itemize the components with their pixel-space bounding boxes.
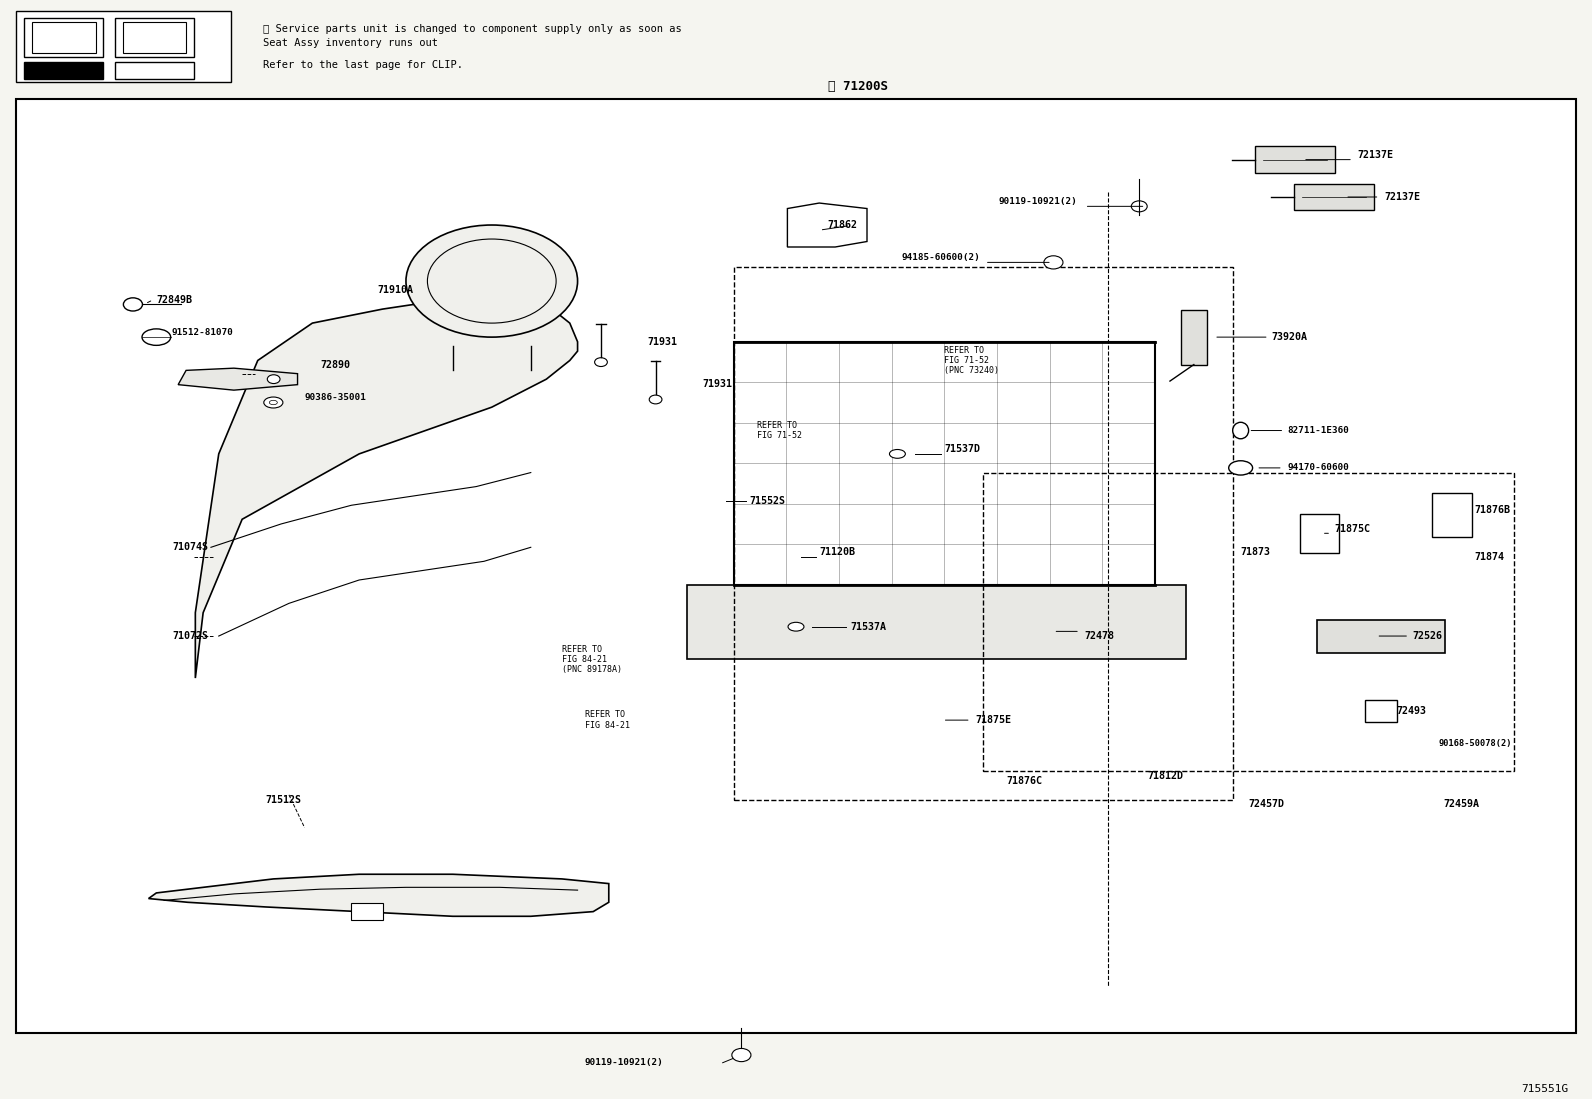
Text: 71931: 71931 bbox=[648, 336, 678, 347]
Text: 71876B: 71876B bbox=[1474, 504, 1511, 515]
Text: REFER TO
FIG 84-21
(PNC 89178A): REFER TO FIG 84-21 (PNC 89178A) bbox=[562, 644, 622, 675]
Text: 90168-50078(2): 90168-50078(2) bbox=[1439, 739, 1512, 748]
Text: 72459A: 72459A bbox=[1444, 799, 1479, 809]
Text: 72493: 72493 bbox=[1396, 706, 1426, 715]
Bar bbox=[1256, 146, 1336, 173]
Text: 71537D: 71537D bbox=[944, 444, 981, 454]
Text: REFER TO
FIG 71-52: REFER TO FIG 71-52 bbox=[758, 421, 802, 441]
Ellipse shape bbox=[142, 329, 170, 345]
Ellipse shape bbox=[267, 375, 280, 384]
Polygon shape bbox=[196, 295, 578, 678]
Bar bbox=[16, 99, 1576, 1033]
Text: 72137E: 72137E bbox=[1383, 192, 1420, 202]
Text: 71552S: 71552S bbox=[750, 496, 785, 506]
Ellipse shape bbox=[595, 358, 608, 366]
Bar bbox=[115, 18, 194, 57]
Polygon shape bbox=[178, 368, 298, 390]
Text: 72137E: 72137E bbox=[1358, 149, 1393, 160]
Text: 71537A: 71537A bbox=[850, 622, 887, 632]
Ellipse shape bbox=[406, 225, 578, 337]
Text: 73920A: 73920A bbox=[1272, 332, 1309, 342]
Text: REFER TO
FIG 71-52
(PNC 73240): REFER TO FIG 71-52 (PNC 73240) bbox=[944, 345, 1000, 376]
Bar bbox=[1299, 513, 1339, 553]
Text: 71910A: 71910A bbox=[377, 286, 414, 296]
Ellipse shape bbox=[1229, 460, 1253, 475]
Text: 71931: 71931 bbox=[702, 379, 732, 389]
Text: ※ Service parts unit is changed to component supply only as soon as: ※ Service parts unit is changed to compo… bbox=[263, 24, 681, 34]
Bar bbox=[686, 585, 1186, 659]
Text: 72890: 72890 bbox=[320, 360, 350, 370]
Text: 72849B: 72849B bbox=[156, 295, 193, 304]
Polygon shape bbox=[788, 203, 868, 247]
Ellipse shape bbox=[788, 622, 804, 631]
Text: 90119-10921(2): 90119-10921(2) bbox=[584, 1058, 664, 1067]
Bar bbox=[115, 62, 194, 79]
Bar bbox=[24, 18, 103, 57]
Bar bbox=[350, 903, 382, 921]
Text: 71072S: 71072S bbox=[172, 631, 209, 641]
Ellipse shape bbox=[124, 298, 142, 311]
Text: 71874: 71874 bbox=[1474, 552, 1504, 562]
Text: 71120B: 71120B bbox=[820, 547, 855, 557]
Ellipse shape bbox=[890, 449, 906, 458]
Bar bbox=[734, 267, 1232, 800]
Ellipse shape bbox=[1044, 256, 1063, 269]
Bar bbox=[734, 342, 1154, 585]
Polygon shape bbox=[148, 875, 608, 917]
Text: 71875C: 71875C bbox=[1334, 523, 1371, 534]
Text: 82711-1E360: 82711-1E360 bbox=[1288, 426, 1350, 435]
Bar bbox=[1181, 310, 1207, 365]
Text: 71812D: 71812D bbox=[1146, 771, 1183, 781]
Bar bbox=[24, 62, 103, 79]
Bar bbox=[1364, 700, 1396, 722]
Text: Refer to the last page for CLIP.: Refer to the last page for CLIP. bbox=[263, 60, 463, 70]
Bar bbox=[32, 22, 96, 53]
Bar bbox=[1294, 184, 1374, 210]
Text: 72478: 72478 bbox=[1084, 631, 1114, 641]
Text: 71074S: 71074S bbox=[172, 542, 209, 553]
Text: 71862: 71862 bbox=[828, 220, 856, 230]
Ellipse shape bbox=[427, 240, 556, 323]
Bar bbox=[16, 11, 231, 82]
Text: 90386-35001: 90386-35001 bbox=[304, 393, 366, 402]
Text: 90119-10921(2): 90119-10921(2) bbox=[998, 197, 1076, 207]
Text: 71512S: 71512S bbox=[266, 795, 301, 804]
Text: 715551G: 715551G bbox=[1520, 1084, 1568, 1094]
Text: 94185-60600(2): 94185-60600(2) bbox=[901, 253, 981, 263]
Text: 72457D: 72457D bbox=[1248, 799, 1285, 809]
Ellipse shape bbox=[650, 396, 662, 403]
Text: 71875E: 71875E bbox=[976, 715, 1011, 725]
Text: ※ 71200S: ※ 71200S bbox=[828, 80, 888, 93]
Text: 71873: 71873 bbox=[1240, 547, 1270, 557]
Ellipse shape bbox=[1232, 422, 1248, 439]
Ellipse shape bbox=[732, 1048, 751, 1062]
Bar bbox=[984, 473, 1514, 771]
Text: 94170-60600: 94170-60600 bbox=[1288, 464, 1350, 473]
Ellipse shape bbox=[269, 400, 277, 404]
Text: Seat Assy inventory runs out: Seat Assy inventory runs out bbox=[263, 38, 438, 48]
Text: 72526: 72526 bbox=[1412, 631, 1442, 641]
Text: REFER TO
FIG 84-21: REFER TO FIG 84-21 bbox=[586, 710, 630, 730]
Ellipse shape bbox=[1132, 201, 1148, 212]
Bar bbox=[1317, 620, 1444, 653]
Ellipse shape bbox=[264, 397, 283, 408]
Text: 91512-81070: 91512-81070 bbox=[172, 328, 234, 337]
Bar bbox=[123, 22, 186, 53]
Bar bbox=[1433, 492, 1473, 536]
Text: 71876C: 71876C bbox=[1006, 776, 1043, 786]
